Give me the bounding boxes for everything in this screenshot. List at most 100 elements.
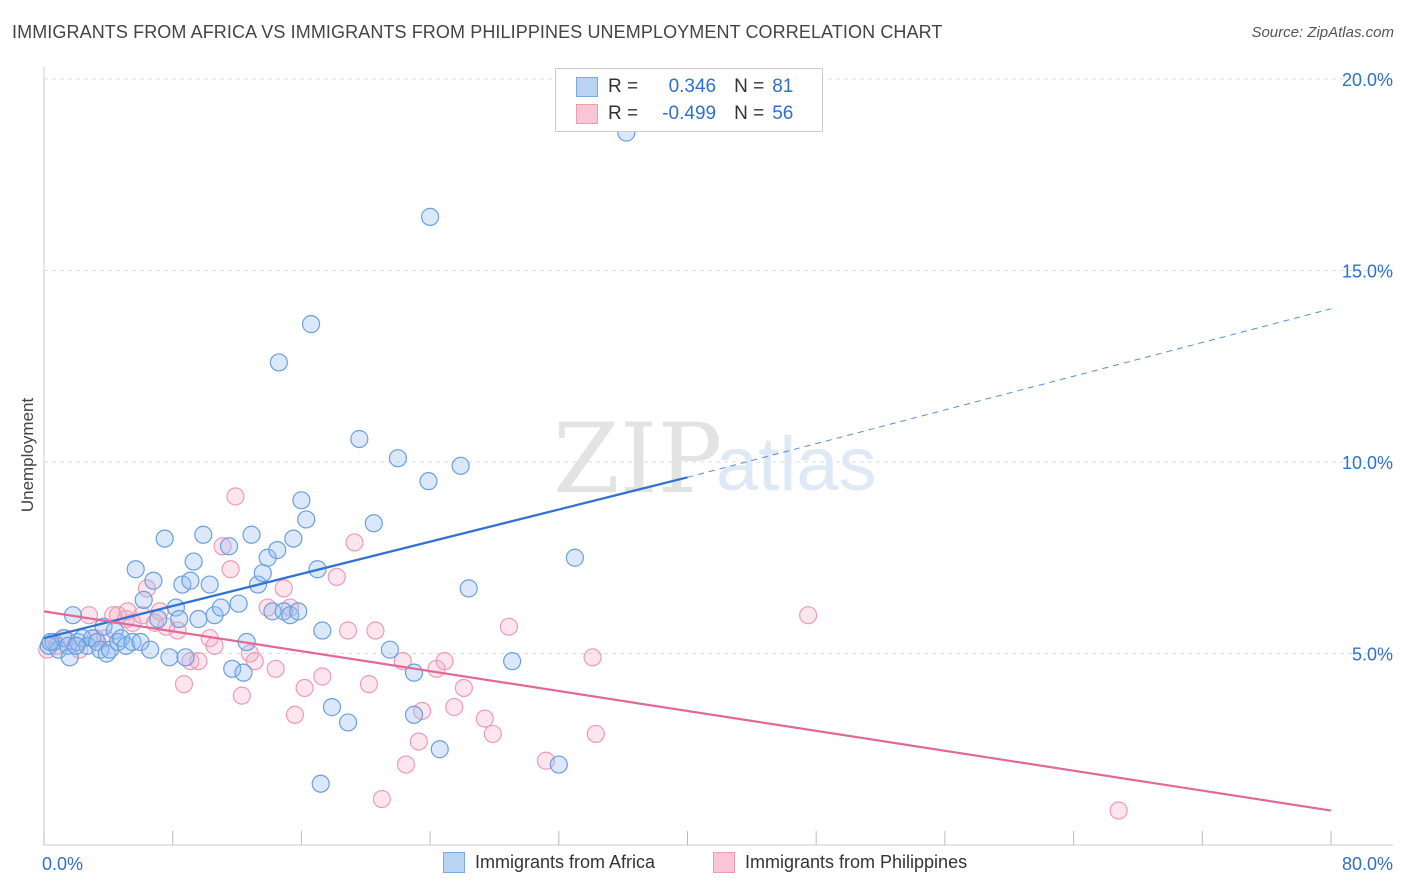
philippines-point — [245, 652, 264, 671]
africa-point — [141, 640, 160, 659]
axes — [43, 67, 1393, 846]
africa-point — [380, 640, 399, 659]
legend-swatch-africa — [576, 77, 598, 97]
y-tick-label: 10.0% — [1342, 453, 1393, 473]
source-label: Source: ZipAtlas.com — [1251, 24, 1394, 41]
africa-point — [284, 529, 303, 548]
philippines-point — [586, 724, 605, 744]
africa-point — [549, 755, 568, 774]
africa-point — [565, 548, 584, 567]
philippines-point — [313, 667, 332, 686]
philippines-point — [266, 659, 285, 678]
legend-row-africa: R = 0.346 N = 81 — [576, 74, 793, 100]
philippines-point — [232, 686, 251, 705]
philippines-point — [1109, 801, 1128, 820]
africa-point — [160, 648, 179, 667]
africa-point — [200, 575, 219, 594]
africa-point — [176, 648, 195, 667]
philippines-point — [327, 567, 346, 587]
grid-lines — [44, 78, 1393, 654]
africa-point — [219, 537, 239, 556]
series-legend-philippines: Immigrants from Philippines — [713, 852, 967, 873]
watermark-atlas: atlas — [716, 422, 877, 507]
africa-point — [126, 560, 145, 579]
philippines-point — [409, 732, 428, 751]
philippines-point — [396, 755, 416, 774]
africa-point — [297, 510, 316, 529]
africa-point — [404, 705, 424, 724]
philippines-point — [435, 652, 454, 671]
africa-point — [155, 529, 174, 548]
philippines-point — [295, 678, 314, 698]
philippines-point — [366, 621, 385, 640]
africa-point — [451, 456, 470, 475]
legend-row-philippines: R = -0.499 N = 56 — [576, 101, 793, 127]
legend-n-value-philippines: 56 — [772, 103, 794, 124]
y-tick-label: 5.0% — [1352, 645, 1393, 665]
africa-point — [234, 663, 253, 682]
watermark: ZIP atlas — [553, 403, 877, 515]
legend-r-label: R = — [608, 76, 639, 97]
africa-point — [338, 713, 358, 732]
philippines-point — [338, 621, 358, 640]
africa-point — [459, 579, 478, 598]
philippines-point — [345, 533, 364, 552]
tick-labels: 5.0% 10.0% 15.0% 20.0% 0.0% 80.0% — [42, 70, 1393, 874]
africa-point — [67, 636, 86, 655]
legend-n-label: N = — [734, 76, 765, 97]
series-label-africa: Immigrants from Africa — [475, 852, 656, 872]
philippines-point — [445, 698, 464, 717]
philippines-point — [483, 724, 502, 744]
legend-swatch-philippines — [576, 104, 598, 124]
series-legend-africa: Immigrants from Africa — [443, 852, 655, 873]
africa-points — [39, 123, 636, 793]
africa-point — [181, 571, 200, 590]
philippines-point — [174, 675, 194, 694]
chart-title: IMMIGRANTS FROM AFRICA VS IMMIGRANTS FRO… — [12, 22, 943, 42]
philippines-point — [799, 606, 818, 625]
legend-n-label: N = — [734, 103, 765, 124]
y-tick-label: 15.0% — [1342, 262, 1393, 282]
legend-n-value-africa: 81 — [772, 76, 794, 97]
trend-lines — [43, 308, 1332, 812]
africa-point — [170, 609, 189, 629]
africa-point — [184, 552, 203, 571]
africa-point — [189, 609, 208, 629]
africa-point — [149, 609, 168, 629]
africa-point — [229, 594, 248, 613]
watermark-zip: ZIP — [553, 403, 722, 515]
africa-point — [313, 621, 332, 640]
philippines-point — [583, 648, 602, 667]
philippines-point — [285, 705, 305, 724]
legend-r-value-philippines: -0.499 — [662, 103, 717, 124]
africa-point — [421, 207, 440, 226]
africa-point — [292, 491, 311, 510]
africa-point — [364, 514, 383, 533]
philippines-point — [221, 560, 240, 579]
africa-point — [269, 353, 288, 372]
africa-point — [350, 429, 369, 449]
africa-point — [134, 590, 153, 609]
philippines-trend-line — [43, 610, 1332, 812]
africa-point — [242, 525, 261, 544]
series-label-philippines: Immigrants from Philippines — [745, 852, 968, 872]
x-tick-label-min: 0.0% — [42, 854, 83, 874]
africa-point — [419, 472, 438, 491]
africa-point — [223, 659, 242, 678]
series-swatch-africa — [443, 852, 465, 873]
philippines-point — [226, 487, 245, 506]
legend-r-value-africa: 0.346 — [668, 76, 717, 97]
y-tick-label: 20.0% — [1342, 70, 1393, 90]
correlation-legend: R = 0.346 N = 81 R = -0.499 N = 56 — [555, 68, 823, 132]
africa-point — [301, 315, 321, 334]
philippines-point — [454, 678, 473, 698]
africa-point — [311, 774, 330, 793]
africa-point — [131, 632, 150, 652]
africa-point — [253, 563, 272, 583]
philippines-point — [213, 537, 232, 556]
x-tick-label-max: 80.0% — [1342, 854, 1393, 874]
africa-point — [194, 525, 213, 544]
africa-trend-extension — [687, 308, 1332, 478]
philippines-point — [475, 709, 494, 728]
